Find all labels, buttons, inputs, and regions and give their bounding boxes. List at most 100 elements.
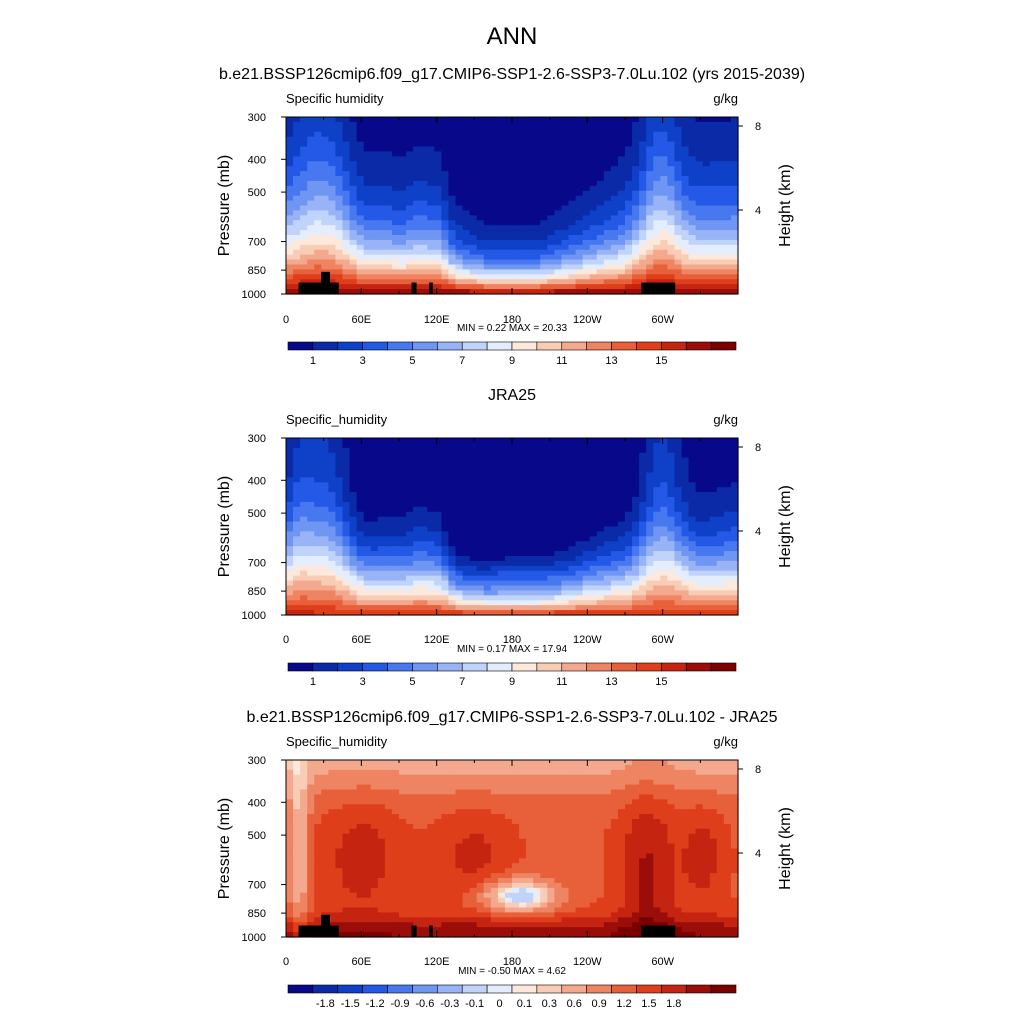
field-cell <box>688 161 697 167</box>
field-cell <box>660 136 668 143</box>
field-cell <box>497 482 506 488</box>
field-cell <box>561 225 570 231</box>
field-cell <box>723 501 732 508</box>
field-cell <box>377 190 386 197</box>
field-cell <box>709 166 718 172</box>
field-cell <box>300 536 308 542</box>
field-cell <box>702 580 711 587</box>
field-cell <box>342 590 351 596</box>
field-cell <box>335 506 344 513</box>
field-cell <box>427 541 435 547</box>
field-cell <box>716 580 725 587</box>
field-cell <box>639 541 647 547</box>
field-cell <box>476 156 485 162</box>
field-cell <box>356 541 365 547</box>
field-cell <box>660 477 668 483</box>
field-cell <box>420 126 428 133</box>
field-cell <box>335 462 344 469</box>
colorbar-box <box>337 341 363 351</box>
field-cell <box>603 605 612 611</box>
field-cell <box>589 452 598 459</box>
field-cell <box>377 452 386 459</box>
field-cell <box>497 595 506 601</box>
field-cell <box>469 141 478 148</box>
field-cell <box>314 442 322 449</box>
field-cell <box>603 477 612 483</box>
field-cell <box>434 457 442 464</box>
field-cell <box>370 506 379 513</box>
field-cell <box>504 269 513 275</box>
field-cell <box>568 200 577 207</box>
field-cell <box>413 254 421 261</box>
field-cell <box>391 585 400 592</box>
field-cell <box>695 565 704 572</box>
field-cell <box>582 595 591 601</box>
units-label: g/kg <box>713 91 738 106</box>
field-cell <box>646 126 654 133</box>
field-cell <box>286 531 294 537</box>
field-cell <box>610 536 619 542</box>
field-cell <box>568 467 577 474</box>
field-cell <box>335 230 344 236</box>
field-cell <box>625 180 633 187</box>
field-cell <box>519 467 527 474</box>
field-cell <box>632 249 640 256</box>
field-cell <box>391 442 400 449</box>
field-cell <box>406 279 414 285</box>
field-cell <box>695 146 704 153</box>
field-cell <box>434 472 442 478</box>
field-cell <box>702 595 711 601</box>
field-cell <box>639 220 647 226</box>
field-cell <box>363 764 372 771</box>
field-cell <box>328 551 337 557</box>
field-cell <box>646 220 654 226</box>
field-cell <box>632 536 640 542</box>
field-cell <box>653 447 661 454</box>
field-cell <box>448 230 457 236</box>
field-cell <box>476 501 485 508</box>
field-cell <box>554 136 563 143</box>
field-cell <box>547 482 555 488</box>
field-cell <box>512 244 520 251</box>
field-cell <box>688 289 697 295</box>
field-cell <box>286 575 294 582</box>
field-cell <box>639 254 647 261</box>
field-cell <box>639 521 647 528</box>
field-cell <box>589 501 598 508</box>
field-cell <box>639 605 647 611</box>
field-cell <box>462 239 471 246</box>
field-cell <box>504 220 513 226</box>
field-cell <box>293 264 301 271</box>
field-cell <box>314 605 322 611</box>
field-cell <box>413 225 421 231</box>
field-cell <box>582 492 591 498</box>
field-cell <box>723 497 732 503</box>
field-cell <box>610 501 619 508</box>
field-cell <box>504 570 513 577</box>
field-cell <box>462 220 471 226</box>
field-cell <box>568 452 577 459</box>
field-cell <box>596 289 605 295</box>
field-cell <box>490 117 499 123</box>
field-cell <box>504 457 513 464</box>
field-cell <box>526 764 534 771</box>
field-cell <box>716 501 725 508</box>
field-cell <box>293 585 301 592</box>
field-cell <box>391 526 400 533</box>
field-cell <box>730 605 739 611</box>
field-cell <box>610 136 619 143</box>
field-cell <box>582 176 591 182</box>
field-cell <box>716 575 725 582</box>
field-cell <box>610 516 619 523</box>
field-cell <box>617 195 626 202</box>
field-cell <box>497 442 506 449</box>
field-cell <box>561 438 570 444</box>
field-cell <box>469 511 478 518</box>
field-cell <box>667 482 676 488</box>
field-cell <box>363 472 372 478</box>
field-cell <box>617 516 626 523</box>
field-cell <box>490 121 499 128</box>
field-cell <box>554 200 563 207</box>
field-cell <box>709 575 718 582</box>
field-cell <box>519 279 527 285</box>
